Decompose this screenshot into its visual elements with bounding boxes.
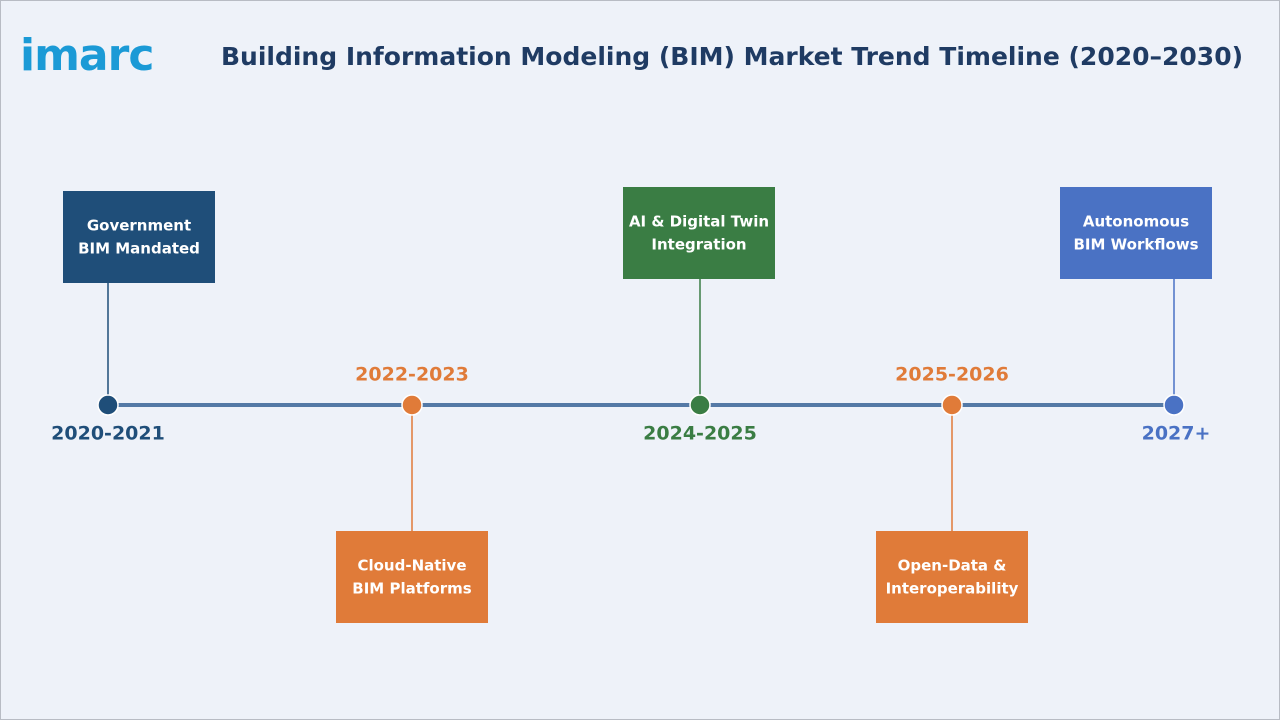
milestone-box <box>876 531 1028 623</box>
milestone-label: BIM Platforms <box>352 580 471 598</box>
milestone-label: Cloud-Native <box>357 557 466 575</box>
milestone-label: BIM Workflows <box>1073 236 1198 254</box>
milestone-box <box>336 531 488 623</box>
timeline-dot <box>941 394 963 416</box>
year-label: 2027+ <box>1142 423 1211 445</box>
year-label: 2025-2026 <box>895 364 1009 386</box>
milestone-label: Autonomous <box>1083 213 1189 231</box>
timeline-dot <box>401 394 423 416</box>
year-label: 2020-2021 <box>51 423 165 445</box>
milestone-box <box>63 191 215 283</box>
title: Building Information Modeling (BIM) Mark… <box>221 42 1243 71</box>
timeline-dot <box>97 394 119 416</box>
milestone-box <box>1060 187 1212 279</box>
milestone-label: Interoperability <box>886 580 1019 598</box>
timeline-dot <box>1163 394 1185 416</box>
milestone-label: Open-Data & <box>898 557 1007 575</box>
milestone-box <box>623 187 775 279</box>
timeline-dot <box>689 394 711 416</box>
year-label: 2022-2023 <box>355 364 469 386</box>
milestone-label: AI & Digital Twin <box>629 213 769 231</box>
logo: imarc <box>20 30 153 81</box>
milestone-label: Government <box>87 217 191 235</box>
milestone-label: BIM Mandated <box>78 240 200 258</box>
year-label: 2024-2025 <box>643 423 757 445</box>
milestone-label: Integration <box>651 236 746 254</box>
